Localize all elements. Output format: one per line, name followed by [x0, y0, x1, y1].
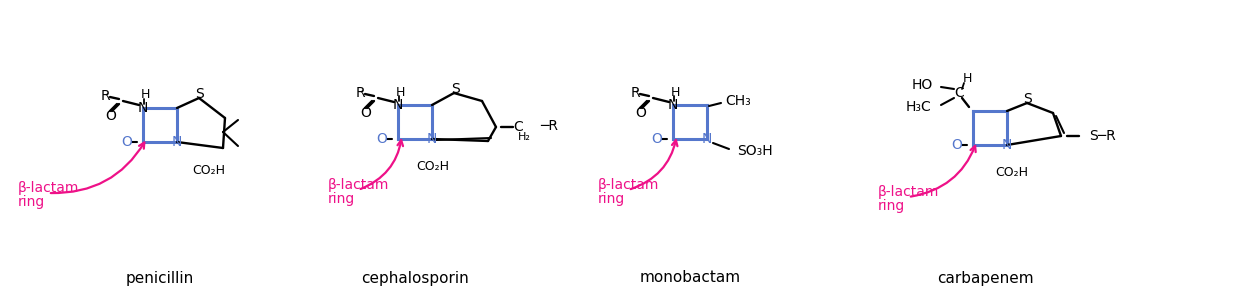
Text: penicillin: penicillin [126, 271, 194, 286]
Text: O: O [121, 135, 132, 149]
Text: N: N [138, 101, 149, 115]
Text: N: N [701, 132, 712, 146]
Text: N: N [426, 132, 438, 146]
Text: HO: HO [911, 78, 932, 92]
Text: SO₃H: SO₃H [738, 144, 772, 158]
Text: O: O [105, 109, 116, 123]
Text: H: H [140, 88, 150, 101]
Text: β-lactam: β-lactam [18, 181, 80, 195]
Text: β-lactam: β-lactam [598, 178, 660, 192]
Text: R: R [630, 86, 640, 100]
Text: ─R: ─R [540, 119, 558, 133]
Text: H₂: H₂ [518, 132, 530, 142]
Text: R: R [100, 89, 110, 103]
Text: N: N [392, 98, 404, 112]
Text: monobactam: monobactam [640, 271, 740, 286]
Text: S: S [451, 82, 460, 96]
Text: cephalosporin: cephalosporin [361, 271, 469, 286]
Text: S─R: S─R [1089, 129, 1116, 143]
Text: H: H [670, 85, 680, 98]
Text: ring: ring [598, 192, 625, 206]
Text: O: O [635, 106, 646, 120]
Text: R: R [355, 86, 365, 100]
Text: N: N [668, 98, 679, 112]
Text: CO₂H: CO₂H [192, 164, 225, 176]
Text: H: H [395, 85, 405, 98]
Text: β-lactam: β-lactam [328, 178, 390, 192]
Text: S: S [1024, 92, 1032, 106]
Text: ring: ring [328, 192, 355, 206]
Text: O: O [360, 106, 371, 120]
Text: N: N [1001, 138, 1012, 152]
Text: C: C [514, 120, 522, 134]
Text: O: O [951, 138, 962, 152]
Text: H: H [962, 73, 971, 85]
Text: CO₂H: CO₂H [995, 167, 1029, 179]
Text: CO₂H: CO₂H [416, 160, 450, 173]
Text: ring: ring [18, 195, 45, 209]
Text: O: O [376, 132, 388, 146]
Text: N: N [171, 135, 182, 149]
Text: S: S [195, 87, 204, 101]
Text: C: C [954, 86, 964, 100]
Text: β-lactam: β-lactam [878, 185, 940, 199]
Text: carbapenem: carbapenem [936, 271, 1034, 286]
Text: O: O [651, 132, 662, 146]
Text: H₃C: H₃C [905, 100, 931, 114]
Text: CH₃: CH₃ [725, 94, 751, 108]
Text: ring: ring [878, 199, 905, 213]
